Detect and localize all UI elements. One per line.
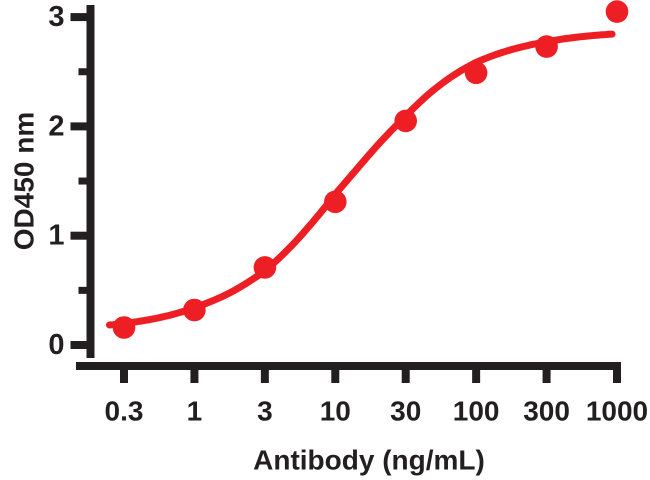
y-major-tick [70, 122, 87, 131]
data-point [112, 316, 136, 339]
y-tick-label: 2 [48, 110, 64, 142]
x-tick-label: 10 [320, 396, 351, 427]
y-tick-label: 1 [48, 220, 64, 252]
x-tick-label: 1000 [586, 396, 648, 427]
data-point [183, 298, 206, 322]
x-tick [120, 370, 128, 383]
x-tick [472, 370, 481, 383]
x-tick [260, 370, 269, 383]
x-tick [401, 370, 410, 383]
x-tick-label: 0.3 [105, 396, 144, 427]
fit-curve [106, 30, 616, 329]
x-tick-label: 300 [523, 396, 570, 427]
x-tick-label: 100 [453, 396, 500, 427]
y-axis-title: OD450 nm [9, 112, 40, 251]
x-axis-title: Antibody (ng/mL) [253, 445, 485, 476]
data-point [324, 190, 347, 214]
x-tick-label: 1 [187, 396, 203, 427]
y-minor-tick [78, 68, 87, 76]
x-tick [542, 370, 551, 383]
y-major-tick [70, 341, 87, 349]
x-tick [331, 370, 340, 383]
y-major-tick [70, 231, 87, 240]
data-point [253, 256, 277, 279]
data-point [464, 61, 488, 85]
x-axis-line [76, 362, 621, 370]
data-point [535, 35, 558, 58]
x-tick [190, 370, 199, 383]
y-tick-label: 0 [48, 329, 64, 361]
data-point [394, 109, 418, 133]
x-tick-label: 3 [257, 396, 273, 427]
y-minor-tick [78, 286, 87, 294]
y-minor-tick [78, 177, 87, 185]
x-tick-label: 30 [390, 396, 421, 427]
y-tick-label: 3 [48, 1, 64, 33]
x-tick [613, 370, 621, 383]
y-axis-line [86, 5, 95, 358]
y-major-tick [70, 13, 87, 22]
data-point [605, 0, 629, 23]
